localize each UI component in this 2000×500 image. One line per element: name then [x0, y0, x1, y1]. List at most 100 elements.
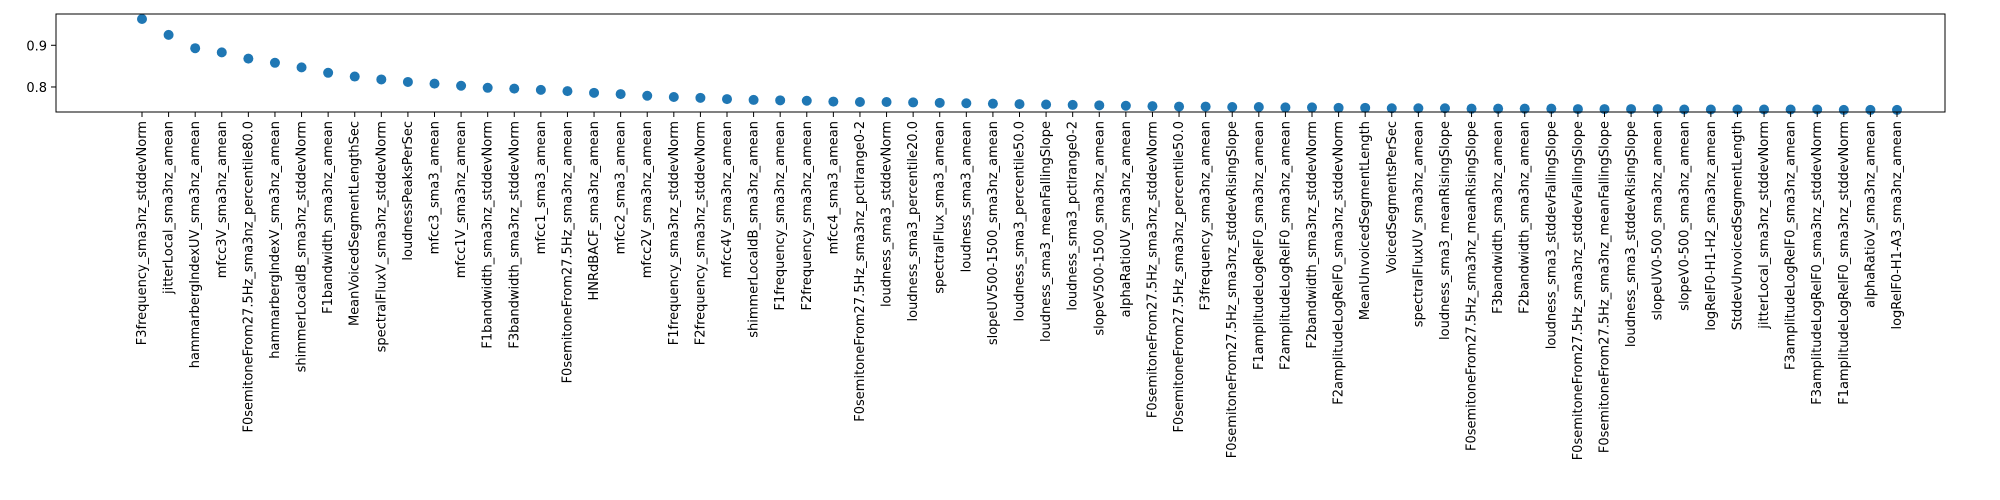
x-tick-label: hammarbergIndexV_sma3nz_amean: [268, 121, 283, 359]
x-tick-label: mfcc4V_sma3nz_amean: [720, 121, 735, 278]
x-tick-label: loudness_sma3_amean: [959, 121, 974, 272]
x-tick-label: loudnessPeaksPerSec: [401, 121, 416, 261]
x-tick-label: logRelF0-H1-A3_sma3nz_amean: [1890, 121, 1905, 330]
x-tick-label: F3frequency_sma3nz_stddevNorm: [135, 121, 150, 345]
x-tick-label: F3bandwidth_sma3nz_stddevNorm: [507, 121, 522, 349]
x-tick-label: F0semitoneFrom27.5Hz_sma3nz_stddevNorm: [1145, 121, 1160, 418]
x-tick-label: F1amplitudeLogRelF0_sma3nz_stddevNorm: [1837, 121, 1852, 405]
data-point: [1546, 103, 1557, 114]
y-tick-label: 0.9: [26, 39, 47, 54]
data-point: [163, 29, 174, 40]
x-tick-label: F2amplitudeLogRelF0_sma3nz_stddevNorm: [1332, 121, 1347, 405]
x-tick-label: spectralFluxV_sma3nz_stddevNorm: [374, 121, 389, 352]
data-point: [1519, 103, 1530, 114]
data-point: [1333, 102, 1344, 113]
x-tick-label: F2amplitudeLogRelF0_sma3nz_amean: [1278, 121, 1293, 370]
data-point: [1227, 102, 1238, 112]
data-point: [1280, 102, 1291, 113]
x-tick-label: alphaRatioV_sma3nz_amean: [1863, 121, 1878, 308]
data-point: [987, 98, 998, 109]
x-axis-ticks: F3frequency_sma3nz_stddevNorm jitterLocal…: [135, 112, 1905, 460]
x-tick-label: slopeUV500-1500_sma3nz_amean: [986, 121, 1001, 345]
data-point: [1307, 102, 1317, 113]
data-point: [535, 84, 546, 95]
x-tick-label: F2bandwidth_sma3nz_stddevNorm: [1305, 121, 1320, 349]
x-tick-label: mfcc3_sma3_amean: [428, 121, 443, 254]
data-point: [1094, 100, 1105, 111]
data-point: [1041, 99, 1052, 110]
x-tick-label: slopeV0-500_sma3nz_amean: [1677, 121, 1692, 311]
x-tick-label: F0semitoneFrom27.5Hz_sma3nz_stddevRising…: [1225, 121, 1240, 458]
x-tick-label: F0semitoneFrom27.5Hz_sma3nz_meanFallingS…: [1598, 121, 1613, 453]
x-tick-label: F0semitoneFrom27.5Hz_sma3nz_percentile80…: [241, 121, 256, 433]
data-point: [801, 95, 812, 106]
data-point: [349, 71, 360, 82]
data-point: [323, 67, 334, 78]
data-point: [1147, 101, 1158, 112]
data-point: [1466, 103, 1477, 114]
data-point: [1120, 100, 1131, 111]
data-point: [854, 96, 865, 107]
x-tick-label: VoicedSegmentsPerSec: [1385, 121, 1400, 273]
data-point: [589, 87, 600, 98]
data-point: [509, 83, 520, 94]
y-axis-ticks: 0.8 0.9: [26, 39, 56, 96]
scatter-points: [137, 14, 1902, 115]
x-tick-label: jitterLocal_sma3nz_stddevNorm: [1757, 121, 1772, 330]
data-point: [668, 91, 679, 102]
x-tick-label: F3frequency_sma3nz_amean: [1199, 121, 1214, 311]
x-tick-label: F1bandwidth_sma3nz_amean: [321, 121, 336, 314]
data-point: [243, 53, 254, 64]
x-tick-label: F1frequency_sma3nz_stddevNorm: [667, 121, 682, 345]
x-tick-label: logRelF0-H1-H2_sma3nz_amean: [1704, 121, 1719, 331]
data-point: [562, 86, 573, 97]
data-point: [1253, 102, 1264, 112]
x-tick-label: mfcc3V_sma3nz_amean: [215, 121, 230, 278]
x-tick-label: F2frequency_sma3nz_amean: [800, 121, 815, 311]
x-tick-label: slopeV500-1500_sma3nz_amean: [1092, 121, 1107, 336]
data-point: [296, 62, 307, 73]
x-tick-label: F0semitoneFrom27.5Hz_sma3nz_amean: [560, 121, 575, 383]
x-tick-label: F3bandwidth_sma3nz_amean: [1491, 121, 1506, 314]
data-point: [376, 74, 387, 85]
x-tick-label: mfcc4_sma3_amean: [826, 121, 841, 254]
x-tick-label: loudness_sma3_meanRisingSlope: [1438, 121, 1453, 340]
data-point: [456, 80, 467, 91]
x-tick-label: mfcc1_sma3_amean: [534, 121, 549, 254]
data-point: [934, 97, 945, 108]
data-point: [482, 82, 493, 93]
data-point: [1493, 103, 1504, 114]
data-point: [722, 94, 732, 105]
x-tick-label: shimmerLocaldB_sma3nz_amean: [747, 121, 762, 338]
x-tick-label: F0semitoneFrom27.5Hz_sma3nz_meanRisingSl…: [1465, 121, 1480, 451]
x-tick-label: slopeUV0-500_sma3nz_amean: [1651, 121, 1666, 320]
data-point: [1386, 103, 1397, 114]
data-point: [402, 76, 413, 87]
data-point: [1200, 101, 1211, 112]
x-tick-label: loudness_sma3_stddevNorm: [880, 121, 895, 307]
x-tick-label: F3amplitudeLogRelF0_sma3nz_stddevNorm: [1810, 121, 1825, 405]
x-tick-label: F0semitoneFrom27.5Hz_sma3nz_pctlrange0-2: [853, 121, 868, 422]
x-tick-label: loudness_sma3_pctlrange0-2: [1066, 121, 1081, 311]
data-point: [695, 92, 706, 103]
x-tick-label: loudness_sma3_percentile20.0: [906, 121, 921, 321]
data-point: [775, 95, 786, 106]
x-tick-label: jitterLocal_sma3nz_amean: [162, 121, 177, 295]
data-point: [961, 98, 972, 109]
x-tick-label: F2bandwidth_sma3nz_amean: [1518, 121, 1533, 314]
data-point: [269, 57, 280, 68]
data-point: [137, 14, 147, 24]
x-tick-label: HNRdBACF_sma3nz_amean: [587, 121, 602, 301]
data-point: [748, 94, 759, 105]
x-tick-label: mfcc2V_sma3nz_amean: [640, 121, 655, 278]
x-tick-label: loudness_sma3_stddevFallingSlope: [1544, 121, 1559, 349]
x-tick-label: shimmerLocaldB_sma3nz_stddevNorm: [295, 121, 310, 372]
x-tick-label: MeanVoicedSegmentLengthSec: [348, 121, 363, 326]
x-tick-label: hammarbergIndexUV_sma3nz_amean: [188, 121, 203, 368]
x-tick-label: F2frequency_sma3nz_stddevNorm: [693, 121, 708, 345]
x-tick-label: mfcc2_sma3_amean: [614, 121, 629, 254]
x-tick-label: F0semitoneFrom27.5Hz_sma3nz_stddevFallin…: [1571, 121, 1586, 460]
y-tick-label: 0.8: [26, 81, 47, 96]
data-point: [642, 90, 653, 101]
